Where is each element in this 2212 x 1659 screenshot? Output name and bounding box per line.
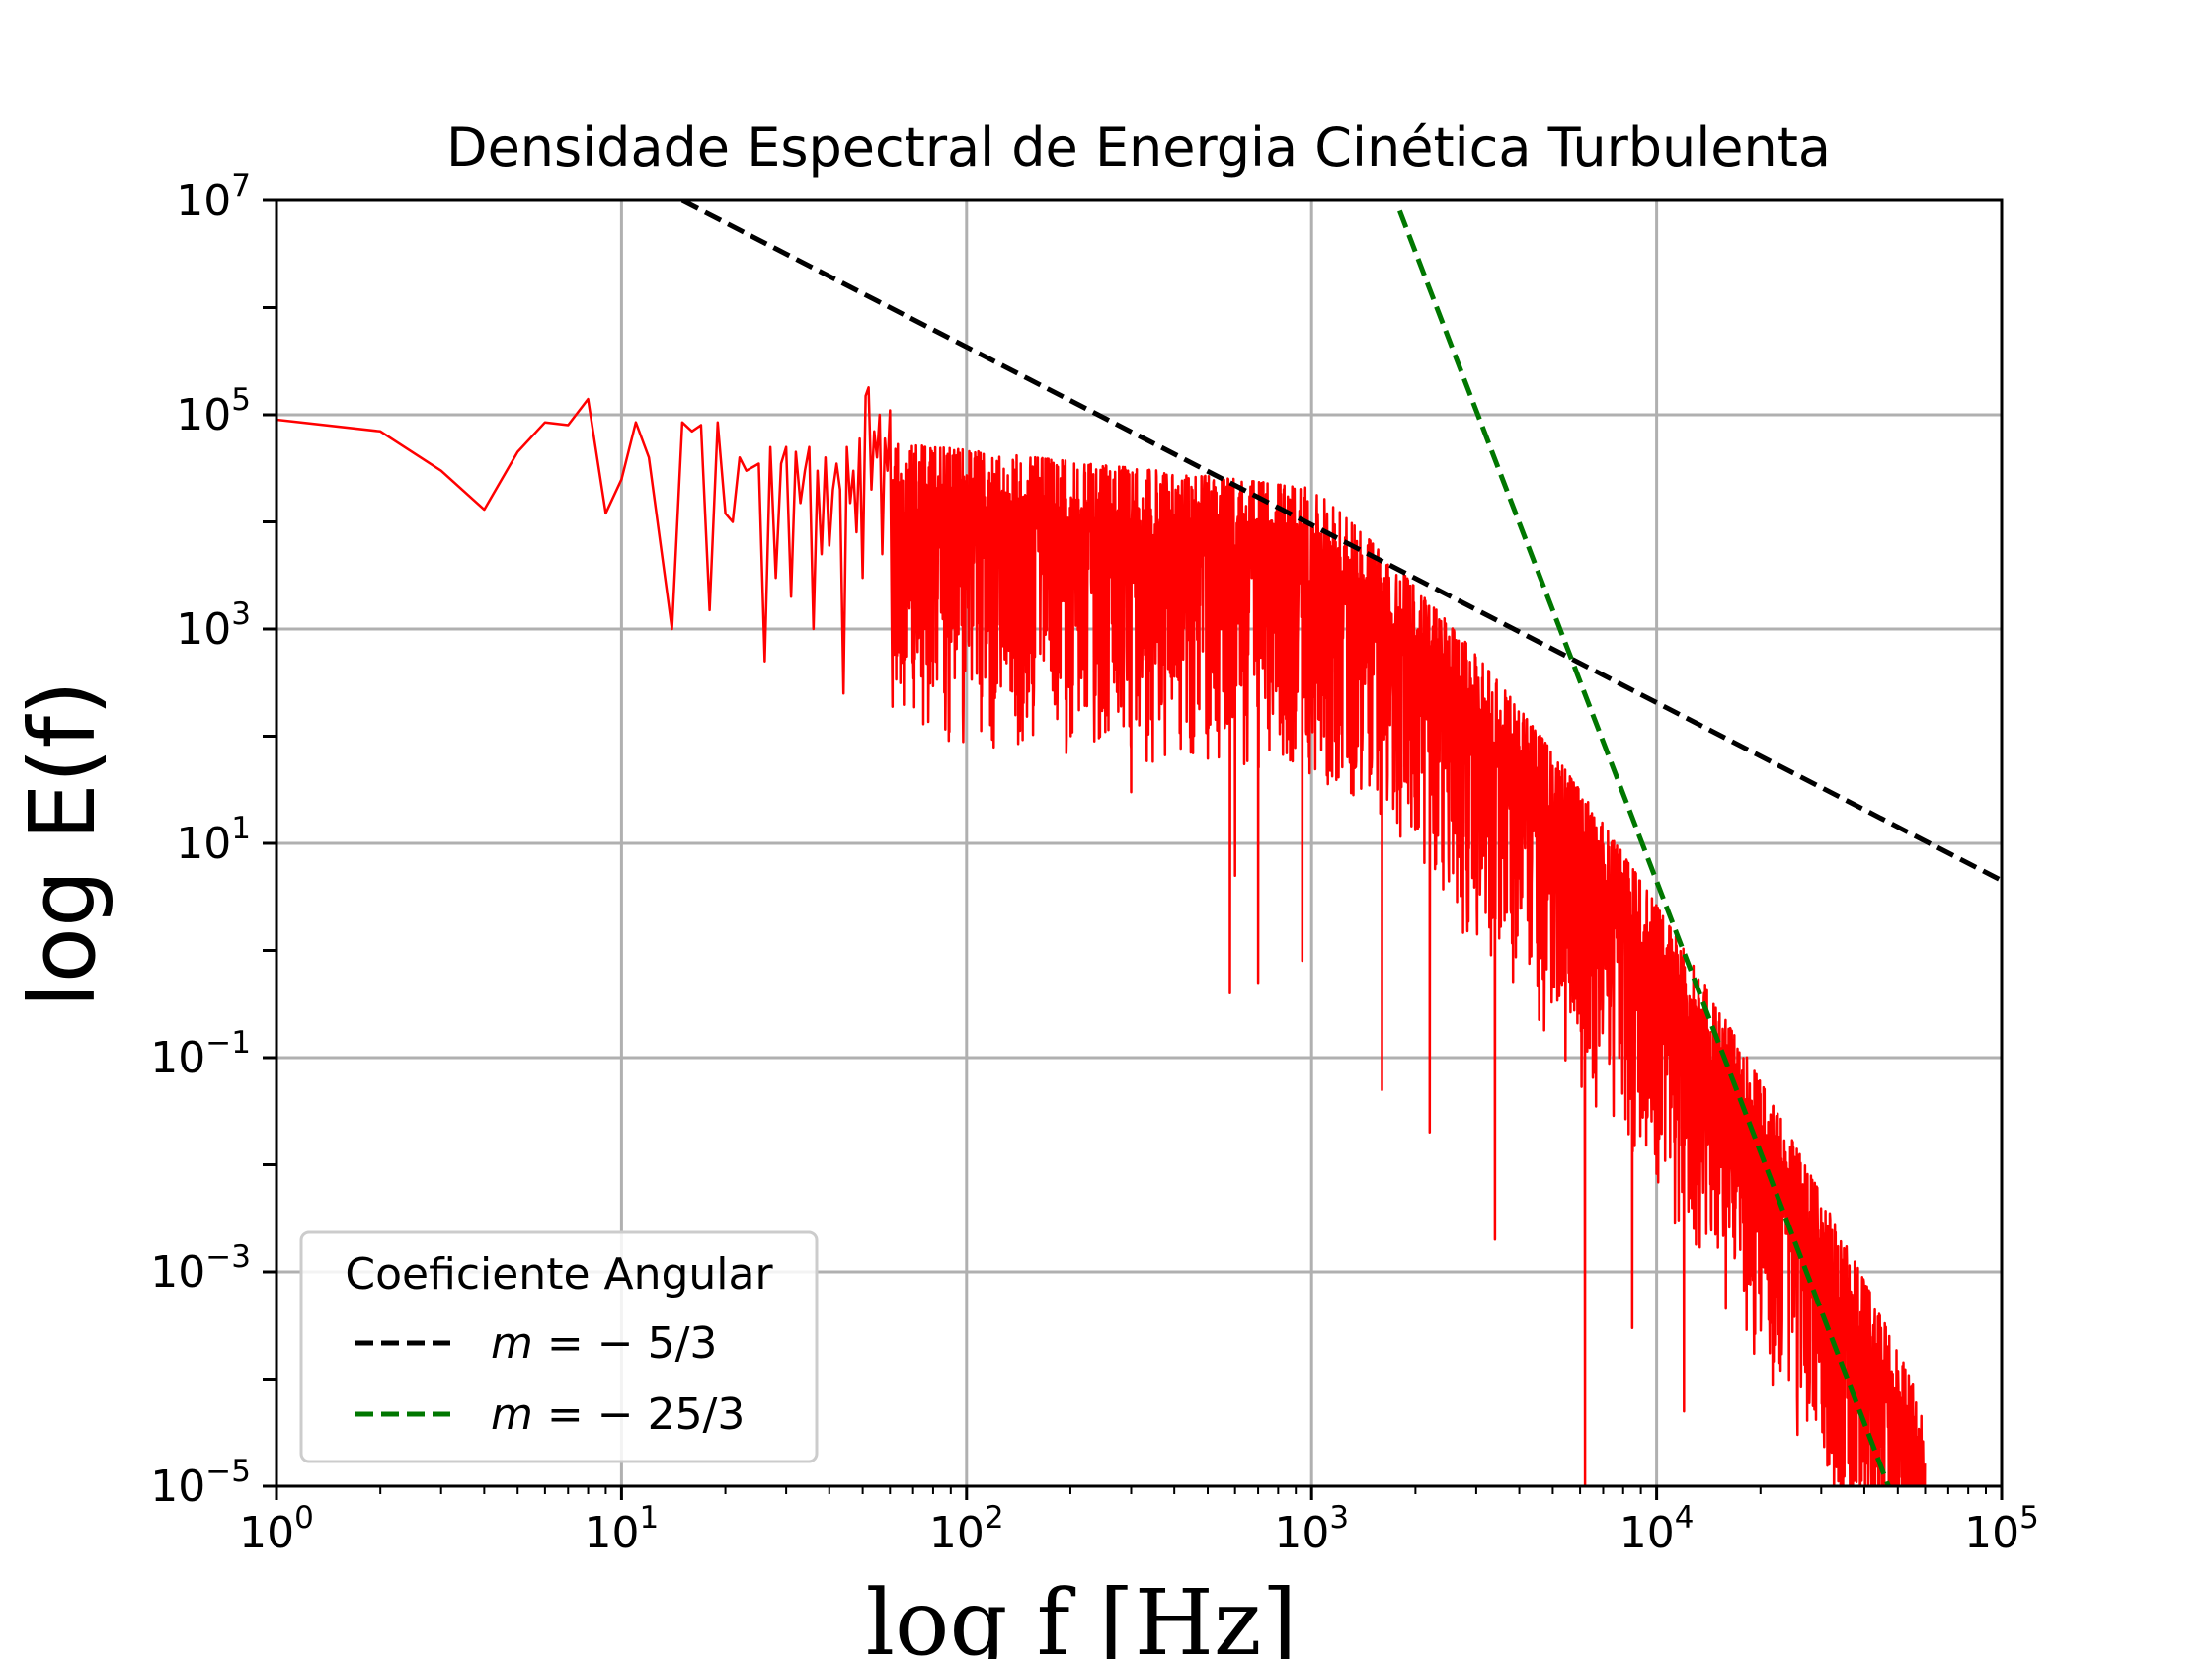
y-tick-label: 10−1 [150,1025,251,1083]
y-axis-label: log E(f) [10,680,116,1008]
y-tick-label: 103 [176,596,251,655]
x-tick-label: 101 [585,1500,660,1558]
spectrum-line [276,386,1927,1486]
y-tick-label: 101 [176,811,251,869]
y-tick-label: 10−3 [150,1239,251,1298]
legend-entry-black: m = − 5/3 [491,1318,717,1369]
y-axis-ticks: 107 105 103 101 10−1 10−3 10−5 [150,168,276,1512]
series-layer [276,200,2002,1486]
x-tick-label: 105 [1964,1500,2039,1558]
y-tick-label: 107 [176,168,251,226]
x-axis-ticks: 100 101 102 103 104 105 [239,1486,2039,1558]
x-tick-label: 103 [1274,1500,1349,1558]
chart-title: Densidade Espectral de Energia Cinética … [446,117,1831,179]
legend-entry-green: m = − 25/3 [491,1389,745,1440]
y-tick-label: 105 [176,382,251,440]
legend-box [299,1230,819,1463]
x-tick-label: 104 [1620,1500,1695,1558]
legend-title: Coeficiente Angular [345,1249,773,1300]
slope-line-minus-25-3 [1397,209,1891,1486]
legend: Coeficiente Angular m = − 5/3 m = − 25/3 [299,1230,819,1463]
x-tick-label: 102 [929,1500,1004,1558]
x-axis-label: log f [Hz] [866,1570,1298,1659]
slope-line-minus-5-3 [680,200,2002,883]
x-tick-label: 100 [239,1500,314,1558]
y-tick-label: 10−5 [150,1454,251,1512]
